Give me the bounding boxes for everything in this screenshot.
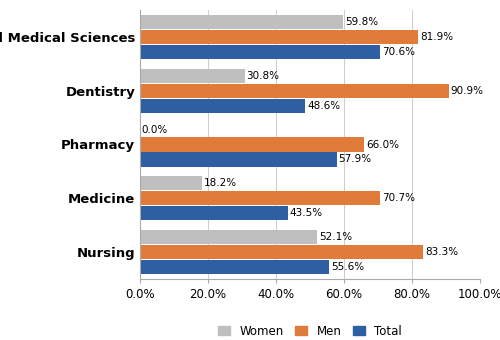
Text: 90.9%: 90.9% — [451, 86, 484, 96]
Text: 66.0%: 66.0% — [366, 139, 399, 150]
Text: 30.8%: 30.8% — [246, 71, 280, 81]
Bar — [140, 30, 418, 44]
Bar — [140, 45, 380, 59]
Bar — [140, 245, 423, 259]
Bar — [140, 69, 244, 83]
Bar — [140, 152, 337, 167]
Bar — [140, 230, 317, 244]
Bar — [140, 260, 329, 274]
Text: 70.7%: 70.7% — [382, 193, 415, 203]
Bar — [140, 206, 288, 220]
Bar — [140, 84, 449, 98]
Legend: Women, Men, Total: Women, Men, Total — [213, 320, 407, 340]
Text: 59.8%: 59.8% — [345, 17, 378, 27]
Text: 0.0%: 0.0% — [142, 124, 168, 135]
Bar — [140, 99, 305, 113]
Text: 55.6%: 55.6% — [330, 262, 364, 272]
Text: 48.6%: 48.6% — [307, 101, 340, 111]
Bar — [140, 137, 364, 152]
Text: 52.1%: 52.1% — [319, 232, 352, 242]
Text: 57.9%: 57.9% — [338, 154, 372, 165]
Text: 18.2%: 18.2% — [204, 178, 236, 188]
Text: 83.3%: 83.3% — [425, 247, 458, 257]
Text: 43.5%: 43.5% — [290, 208, 322, 218]
Bar — [140, 191, 380, 205]
Text: 70.6%: 70.6% — [382, 47, 414, 57]
Bar — [140, 15, 344, 29]
Text: 81.9%: 81.9% — [420, 32, 454, 42]
Bar — [140, 176, 202, 190]
